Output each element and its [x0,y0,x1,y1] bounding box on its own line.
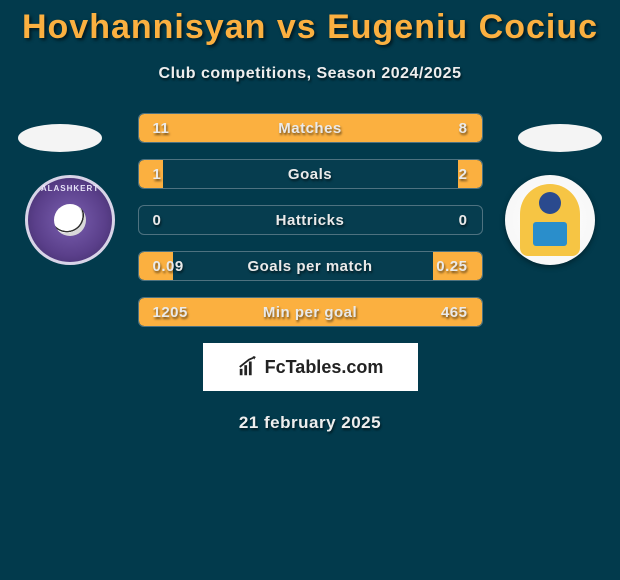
stat-row: 0Hattricks0 [138,205,483,235]
stat-value-left: 1 [139,166,199,183]
stat-value-left: 11 [139,120,199,137]
stat-value-left: 1205 [139,304,199,321]
stat-value-right: 0.25 [422,258,482,275]
stat-value-right: 0 [422,212,482,229]
player-avatar-right [518,124,602,152]
stat-value-right: 2 [422,166,482,183]
comparison-card: Hovhannisyan vs Eugeniu Cociuc Club comp… [0,0,620,433]
stat-row: 0.09Goals per match0.25 [138,251,483,281]
brand-box[interactable]: FcTables.com [203,343,418,391]
stat-value-left: 0.09 [139,258,199,275]
brand-chart-icon [237,356,259,378]
player-avatar-left [18,124,102,152]
stat-label: Matches [199,120,422,137]
stats-table: 11Matches8 1Goals2 0Hattricks0 0.09Goals pe… [138,113,483,327]
club-logo-right [505,175,595,265]
stat-row: 1Goals2 [138,159,483,189]
stat-row: 1205Min per goal465 [138,297,483,327]
date-text: 21 february 2025 [0,413,620,433]
club-logo-right-crest [520,184,580,256]
page-subtitle: Club competitions, Season 2024/2025 [0,65,620,83]
stat-label: Hattricks [199,212,422,229]
club-logo-left-text: ALASHKERT [28,184,112,193]
stat-value-right: 8 [422,120,482,137]
brand-text: FcTables.com [265,357,384,378]
soccer-ball-icon [54,204,86,236]
stat-row: 11Matches8 [138,113,483,143]
stat-value-left: 0 [139,212,199,229]
stat-label: Min per goal [199,304,422,321]
page-title: Hovhannisyan vs Eugeniu Cociuc [0,0,620,47]
stat-value-right: 465 [422,304,482,321]
stat-label: Goals [199,166,422,183]
club-logo-left: ALASHKERT [25,175,115,265]
stat-label: Goals per match [199,258,422,275]
